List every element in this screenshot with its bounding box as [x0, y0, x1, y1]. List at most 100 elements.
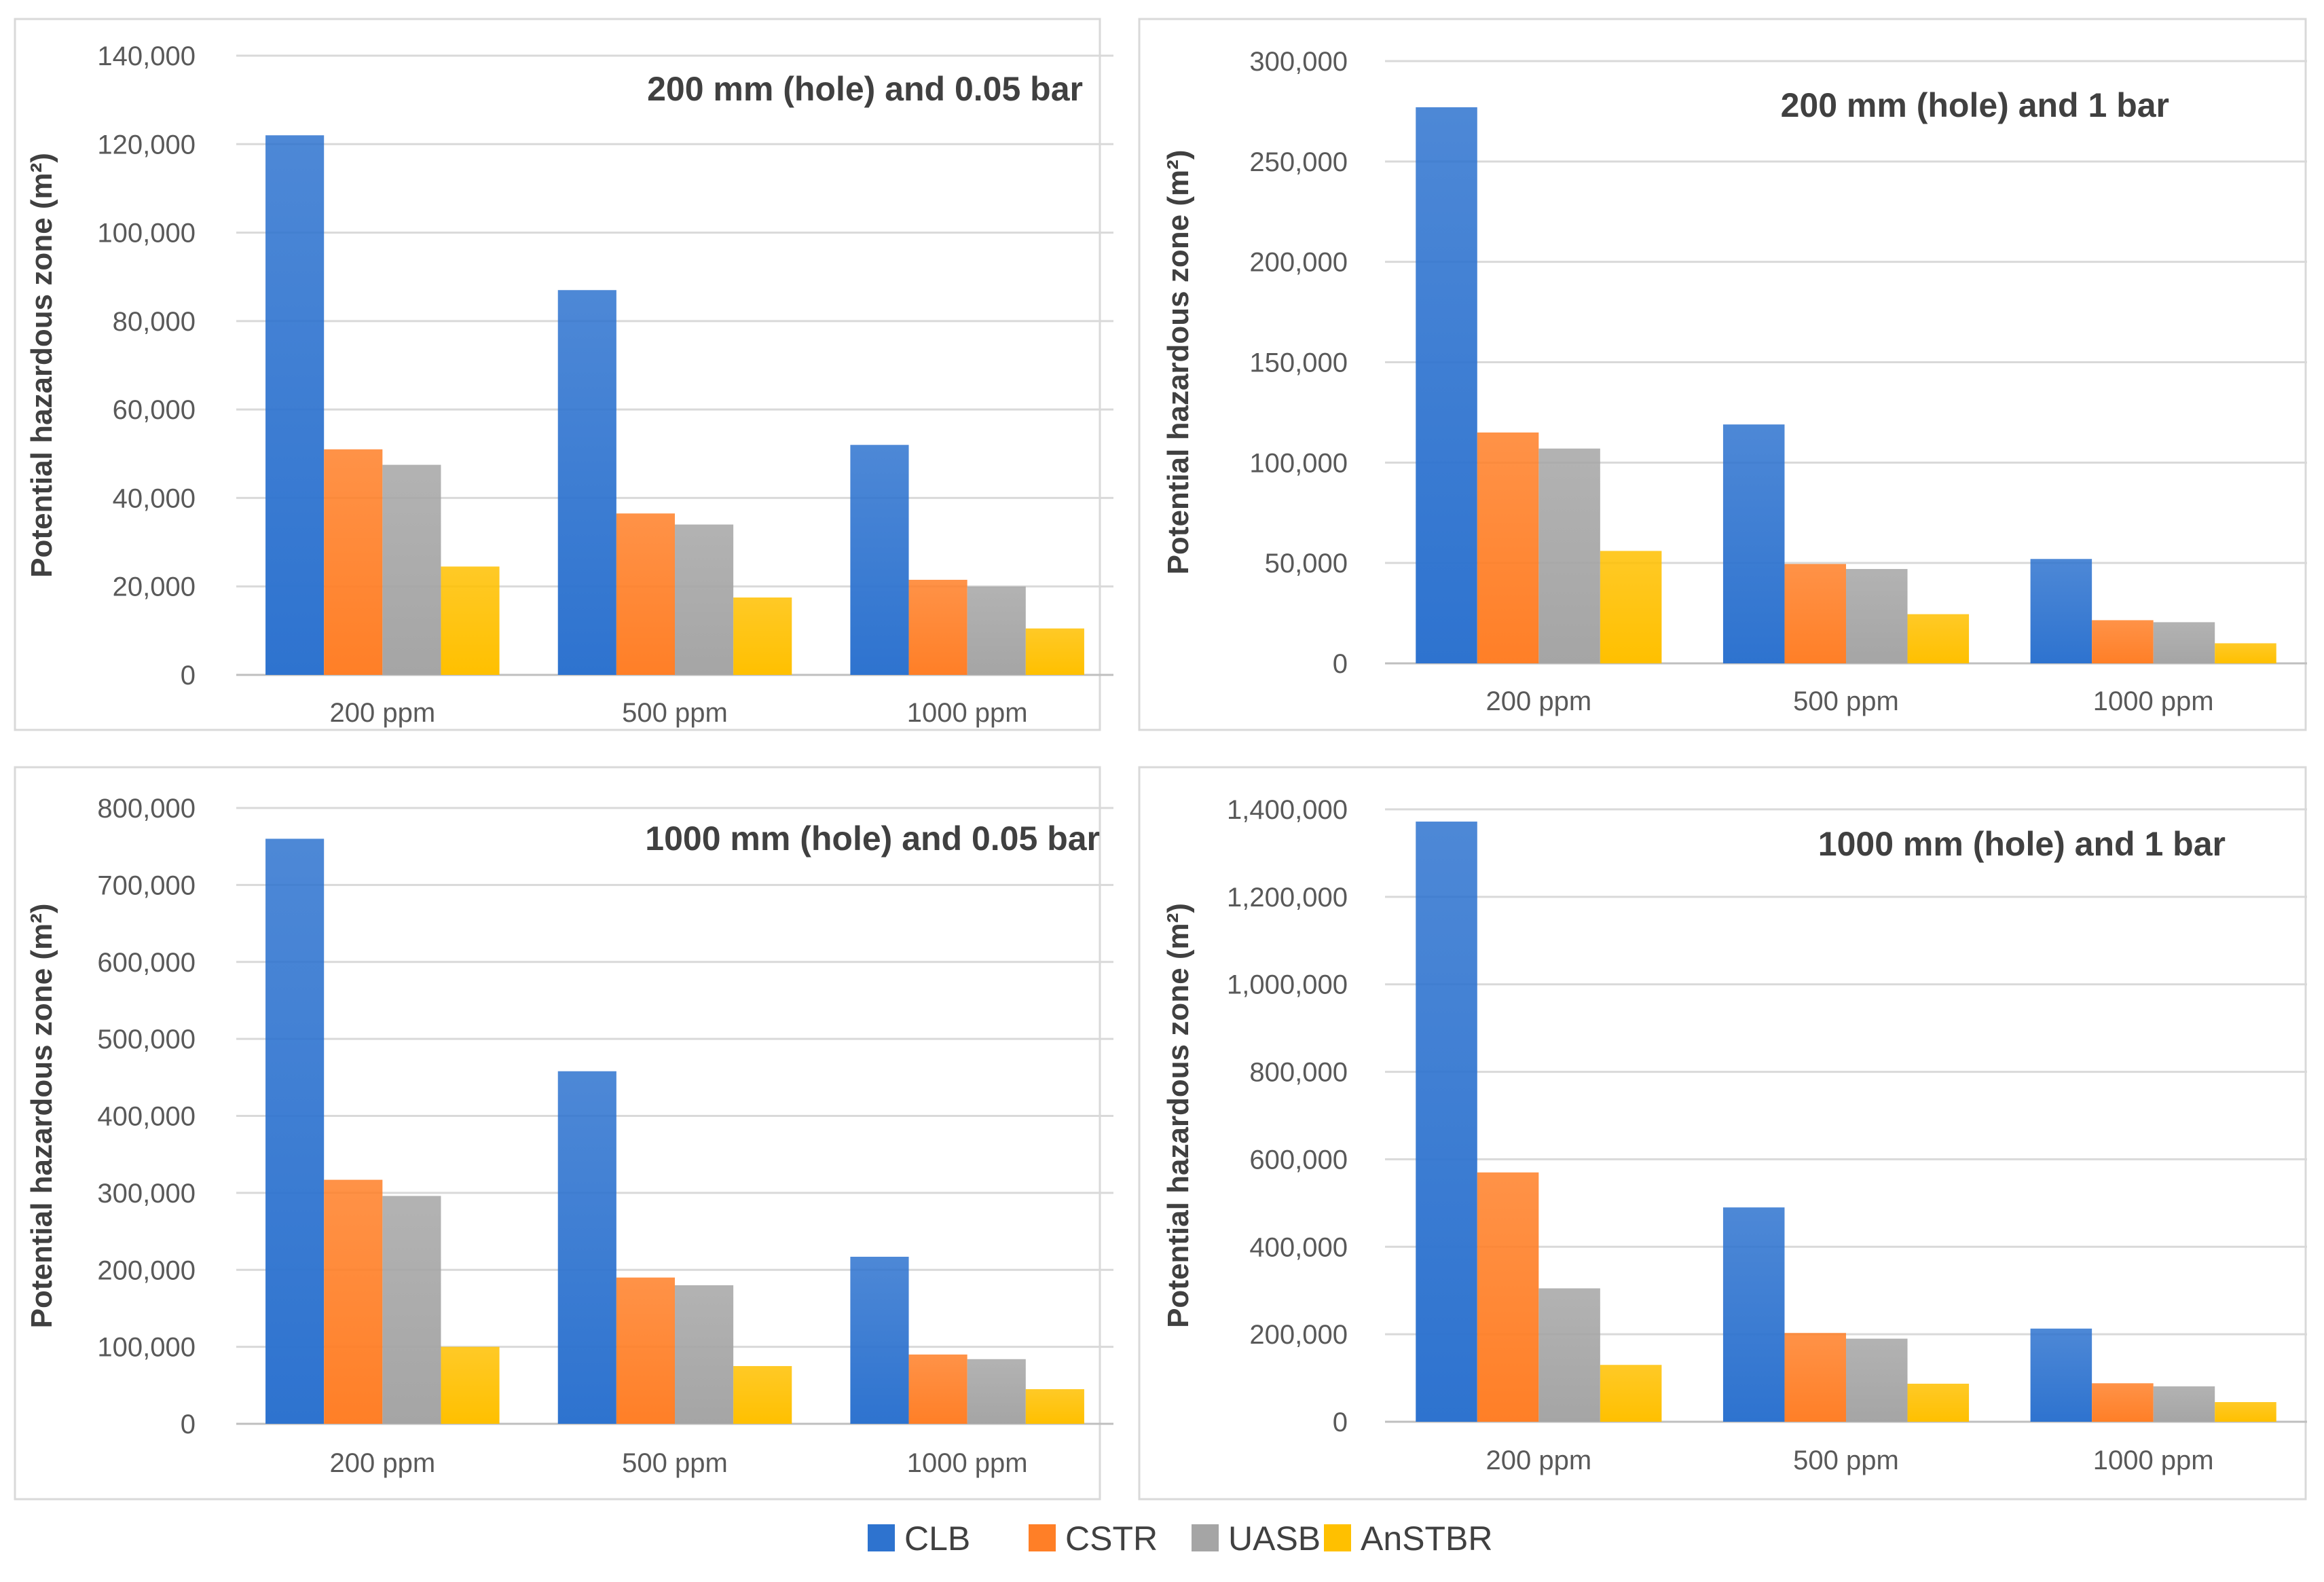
y-tick-label: 700,000	[97, 870, 196, 900]
y-tick-label: 50,000	[1265, 549, 1348, 578]
legend-swatch	[1192, 1524, 1219, 1551]
bar-anstbr-1000-ppm	[2215, 643, 2276, 663]
bar-uasb-500-ppm	[1846, 569, 1908, 663]
y-tick-label: 200,000	[97, 1255, 196, 1285]
bar-cstr-1000-ppm	[908, 579, 967, 675]
y-tick-label: 500,000	[97, 1025, 196, 1054]
y-tick-label: 20,000	[113, 572, 196, 602]
bar-uasb-1000-ppm	[2153, 1386, 2215, 1422]
chart-panel-4: 0 200,000 400,000 600,000 800,000 1,000,000 1,…	[1138, 766, 2307, 1501]
y-tick-label: 100,000	[97, 1333, 196, 1363]
y-axis-title: Potential hazardous zone (m²)	[1162, 150, 1195, 575]
bar-cstr-1000-ppm	[2092, 1383, 2154, 1422]
bar-anstbr-200-ppm	[1600, 1365, 1662, 1422]
bar-uasb-200-ppm	[1538, 1288, 1600, 1422]
y-tick-label: 800,000	[1249, 1058, 1348, 1088]
bar-cstr-200-ppm	[1477, 432, 1539, 663]
bar-cstr-500-ppm	[616, 1277, 675, 1424]
legend-label: CSTR	[1065, 1520, 1158, 1558]
x-category-label: 500 ppm	[1793, 1446, 1899, 1475]
bar-uasb-500-ppm	[1846, 1338, 1908, 1422]
y-tick-label: 1,400,000	[1227, 795, 1348, 825]
bar-anstbr-200-ppm	[441, 566, 500, 675]
y-tick-label: 200,000	[1249, 248, 1348, 278]
bar-clb-1000-ppm	[2030, 1328, 2092, 1422]
y-tick-label: 40,000	[113, 483, 196, 513]
y-tick-label: 400,000	[97, 1102, 196, 1132]
bar-clb-200-ppm	[1416, 107, 1477, 664]
bar-cstr-500-ppm	[1784, 1333, 1846, 1422]
y-tick-label: 120,000	[97, 130, 196, 160]
x-category-label: 1000 ppm	[907, 698, 1028, 728]
y-tick-label: 400,000	[1249, 1232, 1348, 1262]
bar-uasb-500-ppm	[675, 1285, 734, 1424]
y-tick-label: 200,000	[1249, 1320, 1348, 1350]
y-tick-label: 140,000	[97, 41, 196, 71]
y-tick-label: 0	[1333, 649, 1348, 679]
panel-title: 200 mm (hole) and 0.05 bar	[647, 70, 1083, 108]
chart-panel-2: 0 50,000 100,000 150,000 200,000 250,000 300,0…	[1138, 18, 2307, 731]
y-tick-label: 150,000	[1249, 348, 1348, 378]
bar-anstbr-200-ppm	[441, 1346, 500, 1424]
x-category-label: 1000 ppm	[2093, 686, 2214, 716]
panel-border	[1138, 766, 2307, 1501]
bar-clb-500-ppm	[1722, 1207, 1785, 1422]
y-axis-title: Potential hazardous zone (m²)	[25, 153, 58, 578]
bar-anstbr-1000-ppm	[2215, 1402, 2276, 1422]
chart-panel-3: 0 100,000 200,000 300,000 400,000 500,000 600,…	[14, 766, 1113, 1501]
bar-cstr-200-ppm	[324, 1179, 383, 1424]
bar-cstr-200-ppm	[324, 449, 383, 675]
y-tick-label: 300,000	[97, 1179, 196, 1209]
chart-panel-1: 0 20,000 40,000 60,000 80,000 100,000 120,000 1…	[14, 18, 1113, 731]
bar-cstr-200-ppm	[1477, 1172, 1539, 1422]
x-category-label: 200 ppm	[329, 1448, 435, 1478]
panel-title: 1000 mm (hole) and 1 bar	[1818, 825, 2226, 863]
bar-uasb-200-ppm	[382, 464, 441, 675]
y-tick-label: 0	[1333, 1408, 1348, 1437]
bar-cstr-1000-ppm	[908, 1354, 967, 1424]
bar-cstr-500-ppm	[1784, 564, 1846, 663]
legend-swatch	[868, 1524, 895, 1551]
bar-anstbr-200-ppm	[1600, 551, 1662, 663]
panel-border	[1138, 18, 2307, 731]
bar-uasb-200-ppm	[1538, 448, 1600, 663]
x-category-label: 500 ppm	[622, 1448, 728, 1478]
legend-item-uasb: UASB	[1192, 1520, 1321, 1558]
bar-anstbr-1000-ppm	[1025, 1388, 1084, 1424]
legend: CLB CSTR UASB AnSTBR	[868, 1520, 1493, 1558]
bar-anstbr-500-ppm	[1907, 614, 1970, 663]
y-tick-label: 0	[181, 661, 196, 691]
x-category-label: 200 ppm	[329, 698, 435, 728]
bar-clb-500-ppm	[557, 1071, 616, 1424]
bar-cstr-500-ppm	[616, 513, 675, 675]
bar-anstbr-500-ppm	[733, 1365, 792, 1424]
bar-clb-200-ppm	[265, 135, 325, 675]
legend-item-anstbr: AnSTBR	[1324, 1520, 1493, 1558]
y-tick-label: 1,200,000	[1227, 883, 1348, 913]
x-category-label: 1000 ppm	[2093, 1446, 2214, 1475]
legend-item-cstr: CSTR	[1029, 1520, 1158, 1558]
bar-anstbr-500-ppm	[1907, 1383, 1970, 1422]
bar-uasb-500-ppm	[675, 524, 734, 675]
x-category-label: 500 ppm	[622, 698, 728, 728]
y-tick-label: 300,000	[1249, 47, 1348, 77]
y-axis-title: Potential hazardous zone (m²)	[25, 904, 58, 1329]
chart-panels: 0 20,000 40,000 60,000 80,000 100,000 120,000 1…	[14, 18, 2307, 1501]
bar-uasb-1000-ppm	[2153, 622, 2215, 663]
bar-clb-1000-ppm	[2030, 559, 2092, 663]
legend-swatch	[1324, 1524, 1351, 1551]
legend-item-clb: CLB	[868, 1520, 970, 1558]
bar-clb-1000-ppm	[850, 1256, 909, 1424]
bar-clb-200-ppm	[265, 839, 325, 1424]
x-category-label: 200 ppm	[1486, 686, 1591, 716]
y-tick-label: 600,000	[97, 948, 196, 978]
y-axis-title: Potential hazardous zone (m²)	[1162, 903, 1195, 1328]
legend-label: CLB	[904, 1520, 970, 1558]
y-tick-label: 250,000	[1249, 147, 1348, 177]
y-tick-label: 100,000	[97, 219, 196, 249]
x-category-label: 200 ppm	[1486, 1446, 1591, 1475]
bar-uasb-1000-ppm	[967, 1359, 1026, 1424]
bar-uasb-1000-ppm	[967, 586, 1026, 675]
y-tick-label: 0	[181, 1410, 196, 1439]
y-tick-label: 1,000,000	[1227, 970, 1348, 1000]
